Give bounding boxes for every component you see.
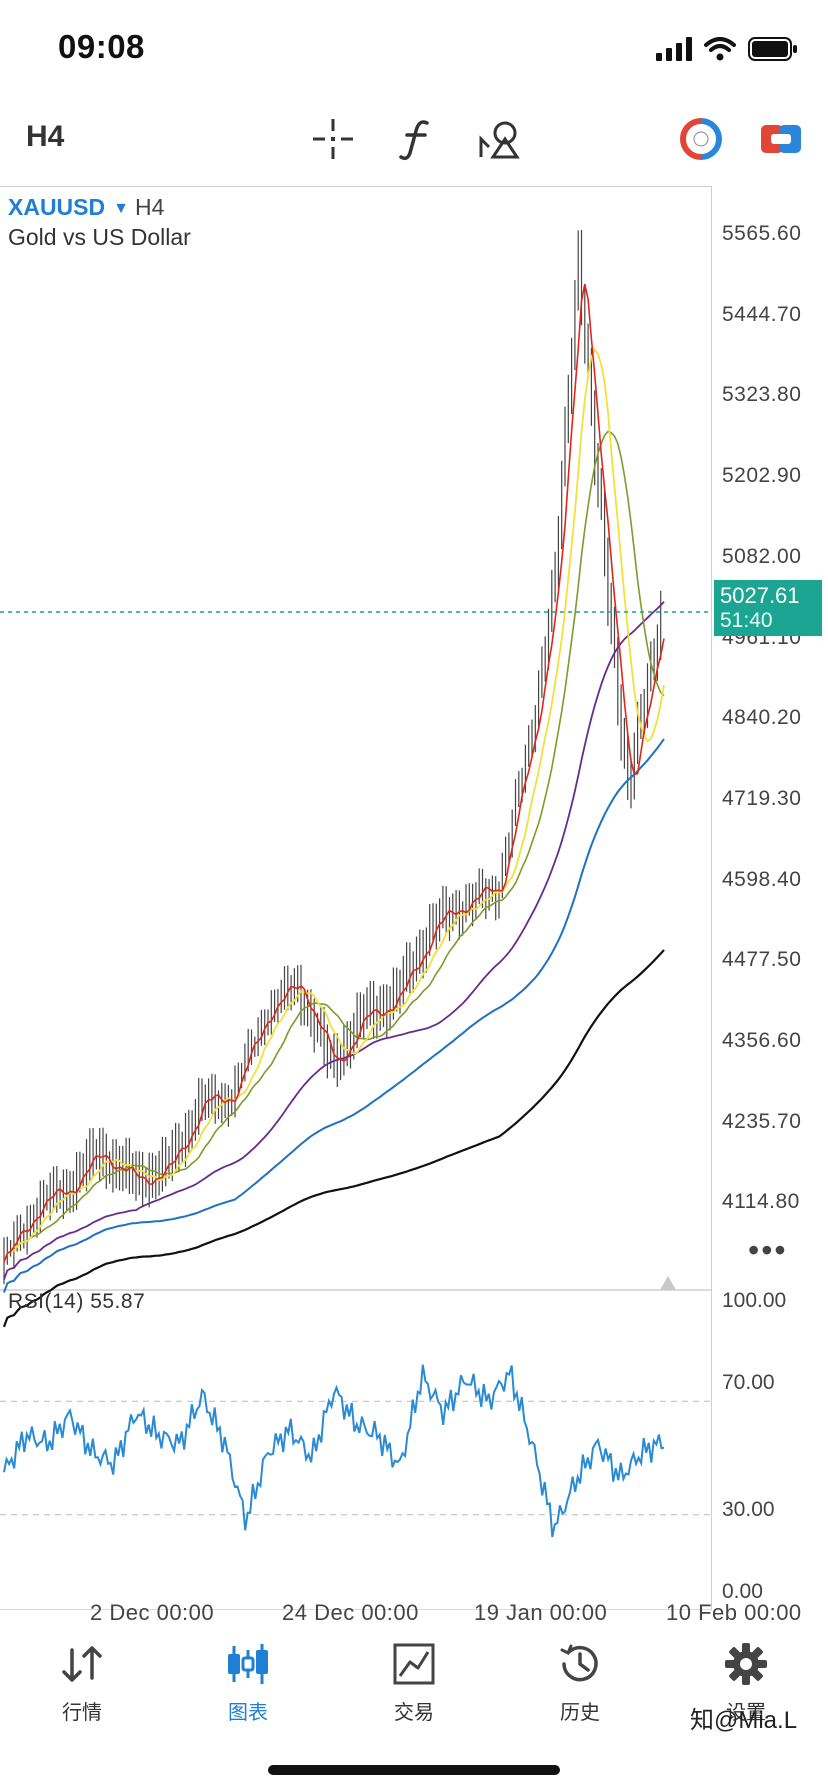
account-switch-icon xyxy=(761,125,801,153)
moving-average-line xyxy=(3,430,665,1263)
price-axis-label: 4719.30 xyxy=(722,786,802,810)
time-label: 2 Dec 00:00 xyxy=(90,1600,215,1625)
rsi-line xyxy=(3,1364,665,1538)
chart-timeframe: H4 xyxy=(134,194,165,220)
tab-label: 行情 xyxy=(62,1702,102,1724)
time-label: 24 Dec 00:00 xyxy=(282,1600,419,1625)
time-label: 19 Jan 00:00 xyxy=(474,1600,608,1625)
tab-label: 设置 xyxy=(726,1702,766,1724)
watermark: 知@Mia.L xyxy=(690,1707,798,1734)
rsi-tick-100: 100.00 xyxy=(722,1289,787,1312)
moving-average-line xyxy=(3,738,665,1293)
current-price: 5027.61 xyxy=(720,583,800,608)
crosshair-button[interactable] xyxy=(308,114,358,164)
account-switch-button[interactable] xyxy=(756,114,806,164)
price-axis-label: 5444.70 xyxy=(722,302,802,326)
one-click-trading-icon xyxy=(680,118,722,160)
symbol-header[interactable]: XAUUSD ▼ H4 xyxy=(8,194,164,221)
drawing-objects-icon xyxy=(479,121,520,159)
quotes-arrows-icon xyxy=(62,1646,102,1682)
scroll-marker-icon xyxy=(660,1276,676,1290)
rsi-value: 55.87 xyxy=(90,1290,146,1313)
price-axis-label: 4114.80 xyxy=(722,1190,800,1214)
moving-average-line xyxy=(3,283,665,1263)
indicators-button[interactable] xyxy=(392,114,442,164)
tab-history[interactable]: 历史 xyxy=(520,1640,640,1725)
history-clock-icon xyxy=(560,1644,598,1682)
price-axis-label: 4598.40 xyxy=(722,867,802,891)
price-axis-label: 5323.80 xyxy=(722,383,802,407)
drawing-objects-button[interactable] xyxy=(474,114,524,164)
cellular-signal-icon xyxy=(656,37,692,61)
crosshair-icon xyxy=(313,119,353,159)
indicator-function-icon xyxy=(399,120,429,161)
price-axis-label: 4840.20 xyxy=(722,706,802,730)
status-time: 09:08 xyxy=(58,28,145,65)
tab-chart[interactable]: 图表 xyxy=(188,1640,308,1725)
symbol-name[interactable]: XAUUSD xyxy=(8,194,106,220)
time-label: 10 Feb 00:00 xyxy=(666,1600,802,1625)
price-axis-label: 4477.50 xyxy=(722,948,802,972)
moving-average-line xyxy=(3,347,665,1263)
rsi-label: RSI(14) 55.87 xyxy=(8,1290,145,1314)
rsi-tick-0: 0.00 xyxy=(722,1580,763,1603)
chart-area[interactable] xyxy=(0,186,712,1610)
tab-label: 历史 xyxy=(560,1702,600,1724)
price-axis-label: 5082.00 xyxy=(722,544,802,568)
timeframe-button[interactable]: H4 xyxy=(26,120,65,153)
symbol-description: Gold vs US Dollar xyxy=(8,224,191,250)
tab-quotes[interactable]: 行情 xyxy=(22,1640,142,1725)
tab-label: 图表 xyxy=(228,1702,268,1724)
chart-candles-icon xyxy=(228,1644,268,1684)
price-axis-label: 4235.70 xyxy=(722,1109,802,1133)
current-price-tag: 5027.61 51:40 xyxy=(714,580,822,636)
home-indicator[interactable] xyxy=(268,1765,560,1775)
battery-icon xyxy=(748,37,797,61)
trade-line-icon xyxy=(393,1643,435,1685)
moving-average-line xyxy=(2,949,665,1328)
bar-timer: 51:40 xyxy=(720,609,773,632)
price-axis-label: 5202.90 xyxy=(722,464,802,488)
wifi-icon xyxy=(704,37,736,61)
tab-trade[interactable]: 交易 xyxy=(354,1640,474,1725)
moving-average-line xyxy=(3,601,665,1280)
rsi-tick-70: 70.00 xyxy=(722,1371,775,1394)
rsi-name: RSI(14) xyxy=(8,1290,84,1313)
rsi-tick-30: 30.00 xyxy=(722,1498,775,1521)
status-icons xyxy=(656,34,798,64)
more-options-button[interactable]: ••• xyxy=(748,1232,788,1268)
price-axis-label: 4356.60 xyxy=(722,1029,802,1052)
one-click-trading-button[interactable] xyxy=(676,114,726,164)
price-axis-label: 5565.60 xyxy=(722,222,802,245)
tab-settings[interactable]: 设置 xyxy=(686,1640,806,1725)
price-chart[interactable] xyxy=(0,186,712,1610)
settings-gear-icon xyxy=(725,1643,767,1685)
tab-label: 交易 xyxy=(394,1702,434,1724)
symbol-dropdown-icon[interactable]: ▼ xyxy=(113,200,129,217)
